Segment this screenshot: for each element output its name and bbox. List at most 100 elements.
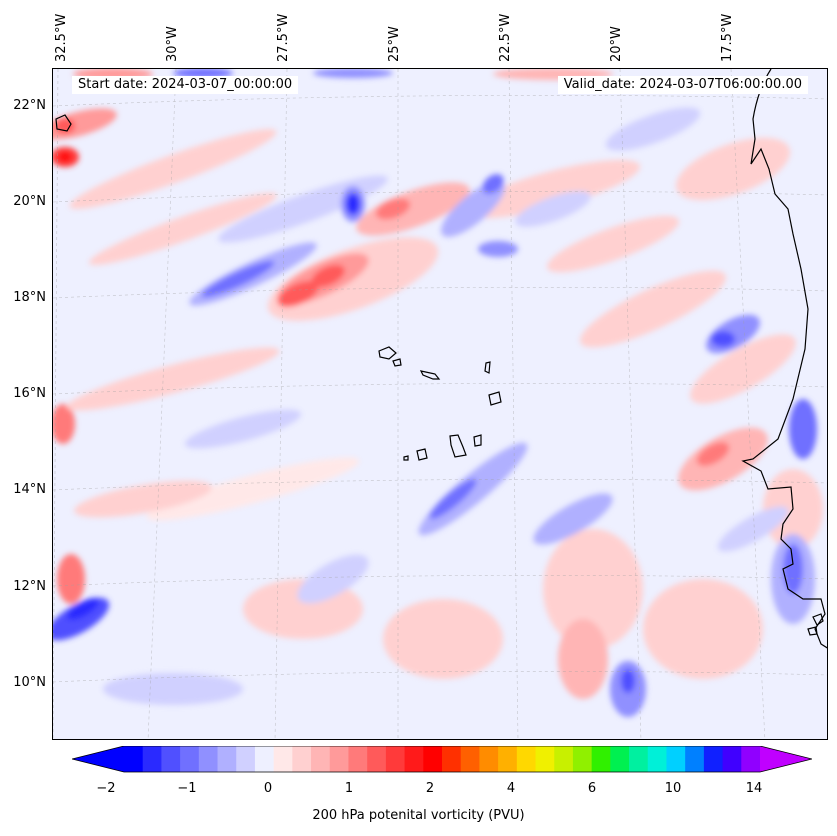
colorbar-segment <box>292 746 312 772</box>
colorbar-tick: 10 <box>664 781 682 796</box>
lon-label: 30°W <box>165 26 180 62</box>
colorbar-segment <box>142 746 163 772</box>
colorbar-segment <box>629 746 649 772</box>
pv-anomaly-pos <box>546 215 680 273</box>
pv-anomaly-pos <box>146 457 360 521</box>
lon-label: 22.5°W <box>498 13 513 62</box>
pv-anomaly-neg <box>717 506 789 552</box>
island-fogo <box>416 448 428 461</box>
colorbar-segment <box>535 746 555 772</box>
island-sao-vicente <box>392 358 402 367</box>
pv-anomaly-pos <box>88 192 278 266</box>
lat-label: 16°N <box>13 386 46 401</box>
colorbar-extend-max <box>760 746 812 772</box>
pv-anomaly-neg <box>441 181 505 237</box>
pv-anomaly-neg <box>184 409 302 449</box>
pv-field-map <box>53 69 827 739</box>
pv-anomaly-neg <box>103 673 243 705</box>
colorbar-outline <box>72 746 812 773</box>
colorbar-segment <box>385 746 406 772</box>
pv-anomaly-pos <box>580 270 726 348</box>
pv-anomaly-pos <box>53 404 75 444</box>
lat-label: 22°N <box>13 98 46 113</box>
colorbar-tick: 1 <box>344 781 354 796</box>
pv-anomaly-pos <box>678 427 768 491</box>
colorbar-segment <box>741 746 761 772</box>
colorbar-tick: 4 <box>506 781 516 796</box>
lon-label: 20°W <box>609 26 624 62</box>
valid-date-label: Valid_date: 2024-03-07T06:00:00.00 <box>557 76 808 94</box>
lon-label: 25°W <box>387 26 402 62</box>
colorbar-segment <box>516 746 537 772</box>
colorbar-segment <box>647 746 668 772</box>
island-boa-vista <box>488 391 502 406</box>
pv-anomaly-neg <box>297 554 369 604</box>
colorbar-segment <box>479 746 499 772</box>
island-sao-nicolau <box>419 370 441 380</box>
pv-anomaly-neg <box>783 544 803 594</box>
colorbar-tick: 14 <box>745 781 763 796</box>
pv-anomaly-pos <box>277 281 319 307</box>
colorbar-segment <box>273 746 293 772</box>
pv-anomaly-pos <box>59 152 71 162</box>
pv-anomaly-neg <box>478 241 518 257</box>
colorbar-tick: 0 <box>263 781 273 796</box>
colorbar-segment <box>685 746 705 772</box>
pv-anomaly-pos <box>696 442 730 466</box>
pv-anomaly-pos <box>74 480 212 518</box>
pv-anomaly-pos <box>558 619 608 699</box>
pv-anomaly-neg <box>533 493 613 545</box>
pv-anomaly-pos <box>375 198 411 220</box>
africa-coastline <box>741 69 827 649</box>
colorbar-tick: 6 <box>587 781 597 796</box>
colorbar-segment <box>498 746 518 772</box>
lat-label: 18°N <box>13 290 46 305</box>
pv-anomaly-neg <box>789 399 817 459</box>
pv-anomaly-neg <box>515 191 591 227</box>
colorbar-segment <box>180 746 200 772</box>
lon-label: 32.5°W <box>54 13 69 62</box>
colorbar-segment <box>591 746 611 772</box>
island <box>55 114 72 132</box>
colorbar-segment <box>124 746 144 772</box>
pv-anomaly-pos <box>55 118 75 134</box>
lat-label: 20°N <box>13 194 46 209</box>
colorbar-extend-min <box>72 746 124 772</box>
lon-label: 27.5°W <box>276 13 291 62</box>
pv-anomaly-pos <box>356 182 470 236</box>
pv-anomaly-pos <box>69 129 277 209</box>
pv-anomaly-pos <box>66 347 280 411</box>
colorbar-segment <box>404 746 424 772</box>
coastlines <box>55 69 827 649</box>
colorbar-segment <box>554 746 574 772</box>
island-sal <box>484 361 491 374</box>
lat-label: 12°N <box>13 579 46 594</box>
lat-label: 14°N <box>13 482 46 497</box>
pv-anomaly-neg <box>711 331 735 347</box>
pv-anomaly-pos <box>57 554 85 604</box>
gridlines <box>53 69 827 739</box>
colorbar-segment <box>572 746 593 772</box>
colorbar-segment <box>348 746 368 772</box>
island-santiago <box>449 434 467 458</box>
island-maio <box>473 434 482 447</box>
start-date-label: Start date: 2024-03-07_00:00:00 <box>72 76 299 94</box>
colorbar-label: 200 hPa potenital vorticity (PVU) <box>312 808 525 823</box>
colorbar-segment <box>161 746 181 772</box>
island-santo-antao <box>378 346 397 360</box>
pv-anomaly-neg <box>67 598 99 620</box>
pv-anomaly-neg <box>429 478 477 520</box>
pv-anomaly-pos <box>311 264 345 288</box>
colorbar-segment <box>198 746 219 772</box>
pv-anomaly-neg <box>605 107 701 151</box>
colorbar-segment <box>442 746 462 772</box>
colorbar <box>72 746 812 773</box>
colorbar-tick: −2 <box>96 781 116 796</box>
pv-anomaly-pos <box>465 159 641 219</box>
colorbar-segment <box>329 746 350 772</box>
colorbar-segment <box>367 746 387 772</box>
colorbar-segment <box>610 746 630 772</box>
colorbar-tick: −1 <box>177 781 197 796</box>
lat-label: 10°N <box>13 675 46 690</box>
lon-label: 17.5°W <box>720 13 735 62</box>
